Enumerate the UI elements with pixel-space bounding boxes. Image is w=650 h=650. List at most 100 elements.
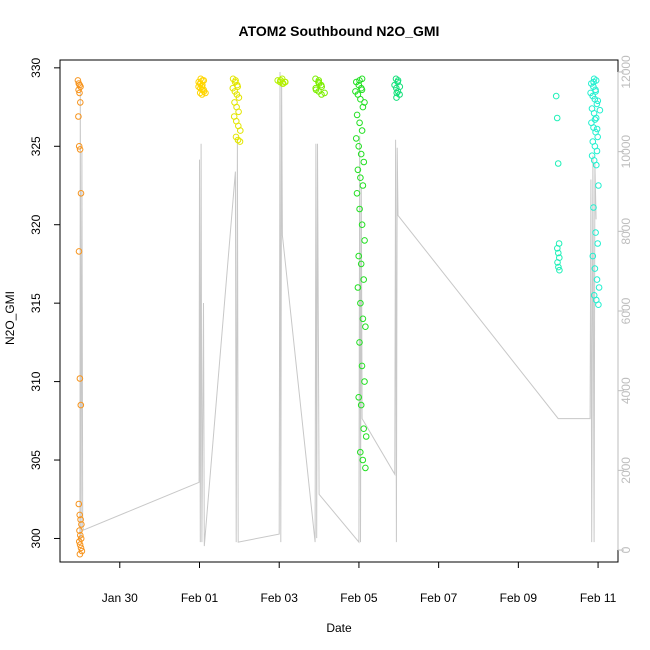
data-point bbox=[354, 166, 362, 174]
data-point bbox=[361, 237, 368, 244]
data-point bbox=[554, 160, 562, 167]
data-point bbox=[235, 108, 242, 116]
data-point bbox=[77, 190, 85, 197]
altitude-line-layer bbox=[79, 71, 597, 547]
series-flight-9 bbox=[587, 75, 604, 309]
data-point bbox=[77, 544, 85, 552]
data-point bbox=[396, 83, 404, 90]
data-point bbox=[75, 500, 83, 508]
y2-tick-label: 10000 bbox=[619, 135, 633, 169]
data-point bbox=[196, 80, 204, 87]
data-point bbox=[353, 190, 361, 197]
x-tick-label: Feb 09 bbox=[500, 591, 538, 605]
x-tick-label: Feb 03 bbox=[261, 591, 299, 605]
data-point bbox=[593, 125, 601, 133]
data-point bbox=[594, 97, 602, 105]
x-tick-label: Jan 30 bbox=[102, 591, 138, 605]
data-point bbox=[393, 84, 400, 92]
data-point bbox=[357, 95, 364, 103]
data-point bbox=[77, 99, 84, 106]
x-axis: Jan 30 Feb 01 Feb 03 Feb 05 Feb 07 Feb 09 Feb … bbox=[102, 561, 617, 605]
data-point bbox=[358, 86, 366, 94]
data-point bbox=[357, 150, 365, 158]
data-point bbox=[360, 276, 368, 283]
y2-tick-label: 0 bbox=[619, 546, 633, 553]
series-flight-2 bbox=[195, 75, 209, 98]
data-point bbox=[596, 106, 604, 114]
data-points-layer bbox=[74, 75, 604, 558]
y-tick-label: 310 bbox=[29, 371, 43, 391]
data-point bbox=[359, 456, 367, 464]
data-point bbox=[589, 252, 597, 260]
data-point bbox=[76, 375, 84, 382]
y-axis: 300 305 310 315 320 325 330 bbox=[29, 58, 61, 548]
data-point bbox=[358, 221, 366, 228]
data-point bbox=[76, 541, 84, 549]
data-point bbox=[356, 205, 363, 213]
data-point bbox=[77, 532, 84, 539]
y-tick-label: 330 bbox=[29, 58, 43, 78]
data-point bbox=[358, 362, 366, 370]
data-point bbox=[234, 83, 241, 90]
y-tick-label: 300 bbox=[29, 528, 43, 548]
series-flight-5 bbox=[312, 75, 328, 98]
x-tick-label: Feb 11 bbox=[580, 591, 617, 605]
y2-tick-label: 6000 bbox=[619, 297, 633, 324]
data-point bbox=[75, 248, 83, 255]
data-point bbox=[357, 401, 365, 409]
data-point bbox=[355, 394, 363, 401]
y2-tick-label: 8000 bbox=[619, 218, 633, 245]
data-point bbox=[76, 89, 83, 97]
data-point bbox=[360, 158, 368, 166]
data-point bbox=[315, 77, 323, 84]
data-point bbox=[75, 143, 83, 150]
data-point bbox=[595, 301, 602, 309]
data-point bbox=[236, 138, 244, 145]
data-point bbox=[555, 263, 562, 271]
data-point bbox=[356, 77, 363, 84]
data-point bbox=[591, 116, 599, 123]
data-point bbox=[592, 114, 600, 122]
y-tick-label: 320 bbox=[29, 214, 43, 234]
data-point bbox=[237, 127, 244, 134]
plot-frame bbox=[59, 59, 619, 563]
data-point bbox=[552, 92, 560, 100]
y-tick-label: 325 bbox=[29, 136, 43, 156]
series-flight-1 bbox=[74, 77, 86, 558]
data-point bbox=[318, 91, 325, 98]
data-point bbox=[393, 94, 400, 101]
data-point bbox=[353, 111, 361, 119]
data-point bbox=[356, 339, 363, 346]
y2-tick-label: 4000 bbox=[619, 377, 633, 404]
data-point bbox=[357, 260, 365, 268]
data-point bbox=[356, 119, 363, 127]
data-point bbox=[594, 240, 602, 247]
data-point bbox=[76, 538, 83, 545]
data-point bbox=[357, 448, 364, 456]
altitude-line bbox=[79, 71, 597, 547]
data-point bbox=[75, 113, 82, 120]
y-axis-label: N2O_GMI bbox=[3, 291, 17, 345]
data-point bbox=[553, 114, 561, 122]
data-point bbox=[360, 425, 368, 433]
series-flight-6 bbox=[352, 75, 370, 472]
data-point bbox=[357, 174, 364, 181]
chart-title: ATOM2 Southbound N2O_GMI bbox=[239, 23, 440, 39]
data-point bbox=[362, 464, 369, 472]
data-point bbox=[592, 88, 600, 95]
data-point bbox=[76, 511, 83, 519]
series-flight-4 bbox=[274, 75, 289, 87]
data-point bbox=[357, 299, 364, 307]
data-point bbox=[279, 80, 287, 87]
data-point bbox=[361, 378, 368, 385]
data-point bbox=[76, 146, 84, 153]
data-point bbox=[362, 433, 370, 440]
y-tick-label: 315 bbox=[29, 293, 43, 313]
series-flight-7 bbox=[391, 75, 404, 101]
data-point bbox=[358, 127, 366, 134]
data-point bbox=[235, 94, 243, 101]
data-point bbox=[355, 143, 363, 150]
data-point bbox=[394, 77, 402, 84]
data-point bbox=[554, 259, 561, 266]
data-point bbox=[595, 182, 602, 189]
